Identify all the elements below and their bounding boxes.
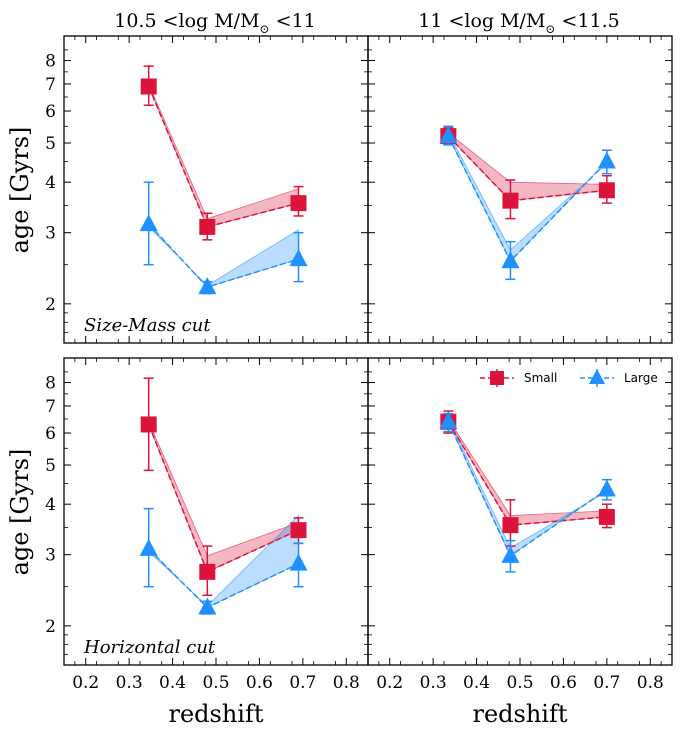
- panel-title-right: 11 <log M/M⊙ <11.5: [418, 10, 620, 36]
- marker-triangle-large: [501, 251, 520, 269]
- marker-triangle-large: [501, 545, 520, 563]
- legend-label-small: Small: [524, 371, 557, 385]
- x-tick-label: 0.2: [72, 673, 99, 693]
- x-tick-label: 0.4: [159, 673, 186, 693]
- x-tick-label: 0.8: [333, 673, 360, 693]
- marker-square-small: [290, 522, 307, 539]
- marker-square-small: [502, 192, 519, 209]
- y-tick-label: 8: [45, 52, 56, 72]
- y-tick-label: 4: [45, 173, 56, 193]
- marker-square-small: [199, 218, 216, 235]
- marker-triangle-large: [439, 126, 458, 144]
- y-axis-title-bottom: age [Gyrs]: [6, 449, 34, 576]
- x-axis-title-right: redshift: [472, 700, 567, 728]
- panel-titles: 10.5 <log M/M⊙ <11 11 <log M/M⊙ <11.5: [114, 10, 620, 36]
- panel-0-0: 2 3 4 5 6 7 8 Size-Mass cut: [45, 35, 369, 344]
- band-large: [447, 418, 608, 557]
- x-tick-label: 0.3: [420, 673, 447, 693]
- panel-frame: [63, 35, 369, 344]
- marker-triangle-large: [139, 538, 158, 556]
- panel-frame: [367, 357, 673, 666]
- x-axis-titles: redshift redshift: [168, 700, 567, 728]
- marker-square-small: [502, 517, 519, 534]
- y-tick-label: 2: [45, 617, 56, 637]
- series-line-large: [447, 421, 608, 557]
- panel-note: Size-Mass cut: [84, 315, 211, 336]
- x-tick-label: 0.7: [289, 673, 316, 693]
- marker-triangle-large: [597, 479, 616, 497]
- marker-triangle-large: [139, 214, 158, 232]
- y-tick-label: 7: [45, 397, 56, 417]
- band-large: [148, 223, 299, 288]
- band-small: [447, 131, 608, 202]
- y-tick-label: 5: [45, 134, 56, 154]
- y-tick-label: 2: [45, 295, 56, 315]
- x-tick-label: 0.5: [202, 673, 229, 693]
- marker-triangle-large: [439, 411, 458, 429]
- legend-label-large: Large: [624, 371, 658, 385]
- y-tick-label: 6: [45, 424, 56, 444]
- panel-1-0: 0.2 0.3 0.4 0.5 0.6 0.7 0.8 2 3 4 5 6 7 8 Horizontal c…: [45, 357, 369, 693]
- x-axis-title-left: redshift: [168, 700, 263, 728]
- marker-triangle-large: [198, 597, 217, 615]
- series-line-small: [447, 135, 607, 202]
- panel-frame: [63, 357, 369, 666]
- x-tick-label: 0.2: [376, 673, 403, 693]
- x-tick-label: 0.6: [550, 673, 577, 693]
- y-tick-label: 5: [45, 456, 56, 476]
- panel-title-left: 10.5 <log M/M⊙ <11: [114, 10, 316, 36]
- marker-triangle-large: [597, 151, 616, 169]
- y-axis-title-top: age [Gyrs]: [6, 127, 34, 254]
- marker-square-small: [140, 416, 157, 433]
- marker-square-small: [598, 182, 615, 199]
- x-tick-label: 0.3: [116, 673, 143, 693]
- x-tick-label: 0.6: [246, 673, 273, 693]
- y-tick-label: 3: [45, 224, 56, 244]
- panel-0-1: [367, 35, 673, 344]
- marker-triangle-large: [198, 277, 217, 295]
- x-tick-label: 0.5: [506, 673, 533, 693]
- marker-triangle-large: [289, 249, 308, 267]
- legend: Small Large: [480, 369, 658, 387]
- y-axis-titles: age [Gyrs] age [Gyrs]: [6, 127, 34, 576]
- band-small: [148, 83, 299, 228]
- marker-triangle-large: [289, 553, 308, 571]
- marker-square-small: [290, 195, 307, 212]
- x-tick-label: 0.7: [593, 673, 620, 693]
- y-tick-label: 6: [45, 102, 56, 122]
- marker-square-small: [140, 78, 157, 95]
- x-tick-label: 0.4: [463, 673, 490, 693]
- marker-square-small: [199, 563, 216, 580]
- legend-marker-small: [490, 371, 504, 385]
- x-tick-label: 0.8: [637, 673, 664, 693]
- legend-marker-large: [589, 369, 605, 384]
- y-tick-label: 4: [45, 495, 56, 515]
- y-tick-label: 3: [45, 546, 56, 566]
- series-line-small: [148, 86, 299, 228]
- panel-1-1: 0.2 0.3 0.4 0.5 0.6 0.7 0.8 Small Large: [367, 357, 673, 693]
- y-tick-label: 8: [45, 374, 56, 394]
- y-tick-label: 7: [45, 75, 56, 95]
- marker-square-small: [598, 508, 615, 525]
- panel-note: Horizontal cut: [83, 637, 216, 658]
